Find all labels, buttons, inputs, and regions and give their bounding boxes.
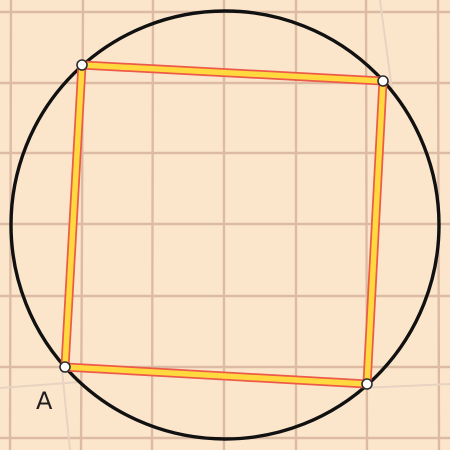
vertex-bottom-right[interactable] <box>361 378 373 390</box>
square-edge-left-fill <box>62 64 85 368</box>
vertex-top-left[interactable] <box>76 59 88 71</box>
square-edge-bottom-fill <box>64 364 368 387</box>
grid-line-faint <box>379 0 393 91</box>
inscribed-square <box>60 60 388 389</box>
circumscribed-circle <box>9 9 441 441</box>
grid-line-faint <box>0 381 81 389</box>
grid-line-faint <box>359 383 450 389</box>
vertex-top-right[interactable] <box>377 75 389 87</box>
grid-line-faint <box>61 369 71 450</box>
vertex-a[interactable] <box>59 361 71 373</box>
point-a-label: A <box>36 387 53 415</box>
square-edge-top-fill <box>81 62 384 84</box>
square-edge-right-fill <box>364 80 386 385</box>
